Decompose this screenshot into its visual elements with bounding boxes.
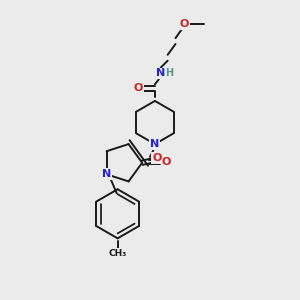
Text: O: O (134, 83, 143, 93)
Text: N: N (102, 169, 111, 179)
Text: O: O (152, 153, 162, 163)
Text: O: O (162, 157, 171, 167)
Text: CH₃: CH₃ (109, 249, 127, 258)
Text: H: H (166, 68, 174, 78)
Text: N: N (150, 139, 160, 149)
Text: N: N (156, 68, 165, 78)
Text: O: O (180, 20, 189, 29)
